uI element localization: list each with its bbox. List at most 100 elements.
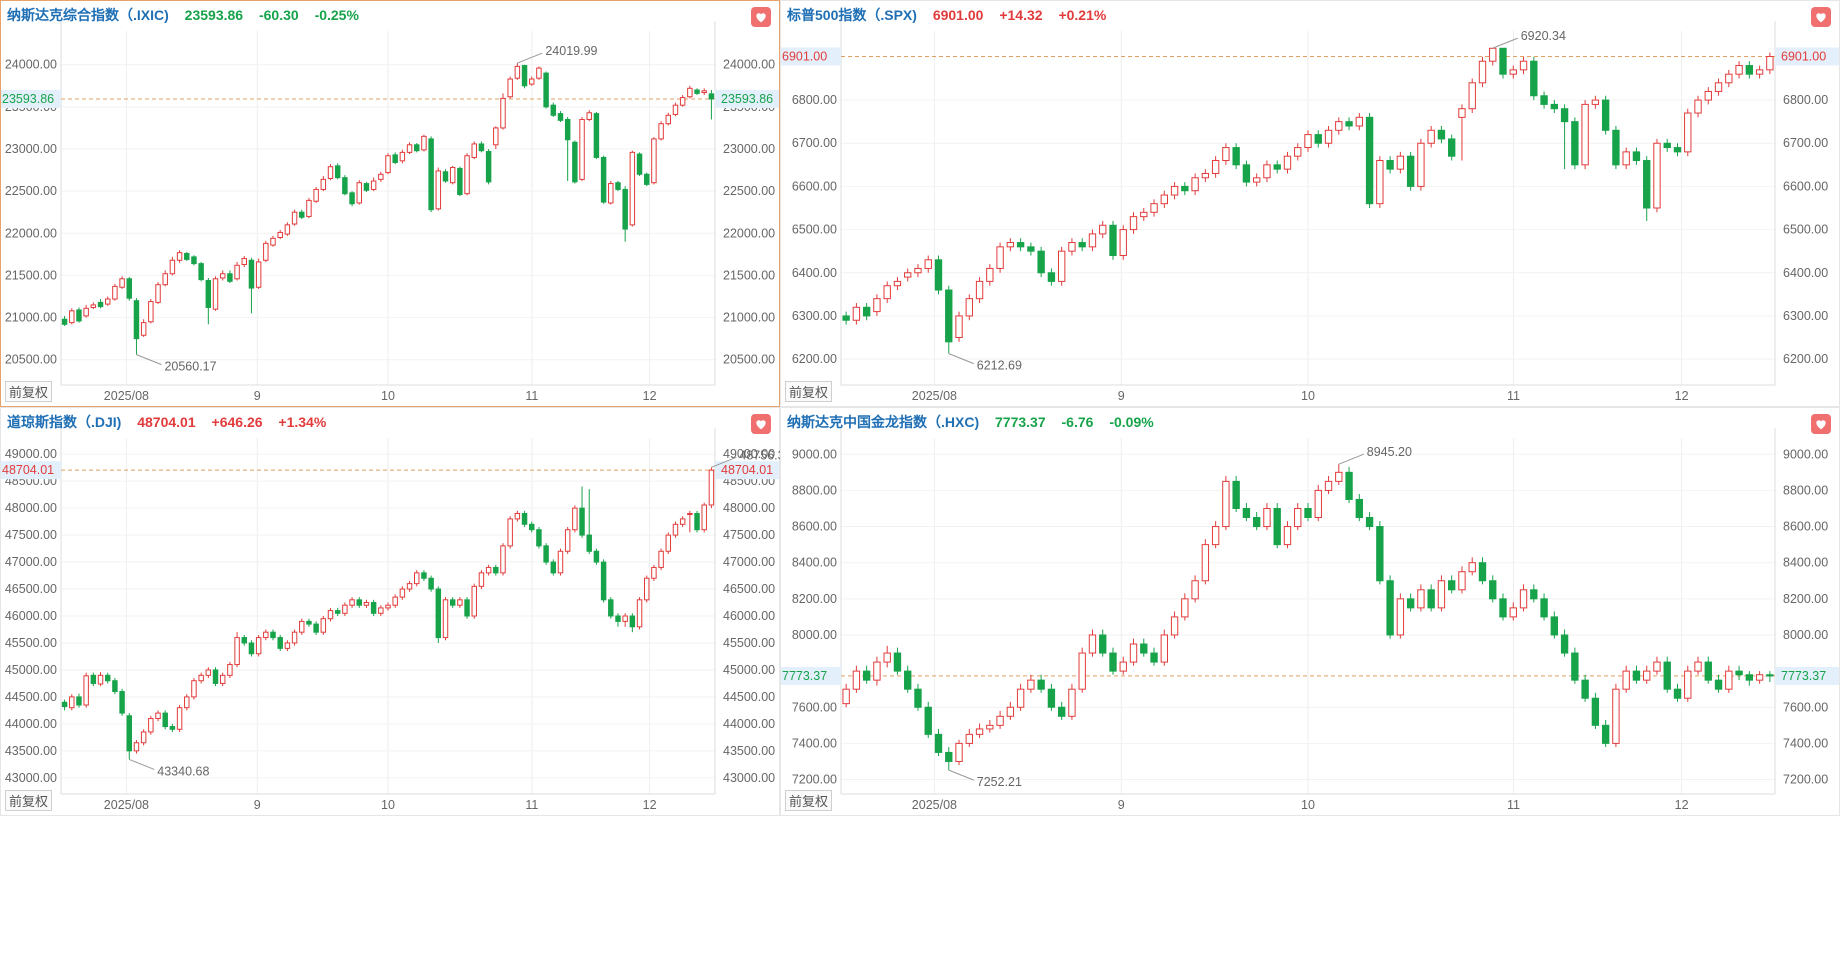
heart-icon[interactable] — [751, 414, 771, 434]
candle — [1745, 61, 1754, 79]
y-tick-label-right: 8600.00 — [1783, 520, 1828, 534]
candle — [679, 95, 686, 107]
candle-body — [370, 180, 377, 190]
candle-body — [169, 259, 176, 275]
index-change: +646.26 — [211, 414, 263, 430]
candle-body — [334, 165, 341, 179]
adjust-mode-button[interactable]: 前复权 — [785, 790, 833, 811]
candle — [1766, 52, 1774, 75]
x-tick-label: 10 — [381, 389, 395, 403]
adjust-mode-button[interactable]: 前复权 — [5, 790, 53, 811]
candle-body — [1673, 688, 1682, 699]
low-leader — [948, 769, 974, 781]
candle — [327, 164, 334, 181]
candle-body — [883, 652, 891, 663]
candle-body — [1140, 211, 1148, 218]
panel-ixic[interactable]: 纳斯达克综合指数（.IXIC) 23593.86 -60.30 -0.25% 2… — [0, 0, 780, 407]
candle — [1684, 108, 1692, 157]
candle-body — [1622, 670, 1630, 690]
candle-body — [615, 182, 621, 190]
candle — [1016, 238, 1025, 252]
candle-body — [1643, 160, 1651, 209]
candle-body — [1345, 121, 1353, 127]
y-tick-label-left: 46000.00 — [5, 609, 57, 623]
candlestick-chart[interactable]: 2025/08 9 10 11 12 6200.00 6200.00 6300.00 6300.… — [781, 1, 1840, 408]
candle-body — [1068, 242, 1076, 252]
candle-body — [904, 670, 912, 690]
candle — [529, 76, 535, 86]
panel-dji[interactable]: 道琼斯指数（.DJI) 48704.01 +646.26 +1.34% 2025… — [0, 407, 781, 817]
index-name[interactable]: 标普500指数（.SPX) — [787, 7, 917, 23]
candle — [69, 308, 75, 325]
candle — [378, 605, 384, 616]
x-tick-label: 9 — [1118, 389, 1125, 403]
candle — [212, 667, 219, 687]
candle-body — [198, 263, 204, 281]
candle — [478, 570, 485, 590]
candle — [464, 597, 470, 619]
panel-header: 纳斯达克综合指数（.IXIC) 23593.86 -60.30 -0.25% — [7, 5, 371, 25]
candle-body — [536, 67, 542, 79]
adjust-mode-button[interactable]: 前复权 — [785, 381, 833, 402]
candle-body — [1047, 688, 1056, 708]
y-tick-label-left: 45000.00 — [5, 663, 57, 677]
heart-icon[interactable] — [1811, 414, 1831, 434]
candle-body — [1047, 272, 1056, 282]
candlestick-chart[interactable]: 2025/08 9 10 11 12 20500.00 20500.00 21000.00 21… — [1, 1, 781, 408]
candle — [514, 63, 521, 80]
candle-body — [385, 604, 391, 609]
candle — [1078, 647, 1086, 693]
candle — [1673, 683, 1682, 702]
candle — [543, 71, 549, 109]
y-tick-label-right: 6800.00 — [1783, 93, 1828, 107]
index-name[interactable]: 纳斯达克综合指数（.IXIC) — [7, 7, 169, 23]
y-tick-label-left: 46500.00 — [5, 582, 57, 596]
candle-body — [342, 604, 348, 614]
candle — [148, 715, 154, 735]
candle-body — [1294, 507, 1302, 528]
index-name[interactable]: 纳斯达克中国金龙指数（.HXC) — [787, 414, 980, 430]
adjust-mode-button[interactable]: 前复权 — [5, 381, 53, 402]
candle — [1345, 466, 1353, 504]
heart-icon[interactable] — [1811, 7, 1831, 27]
candle — [1365, 113, 1374, 208]
candle-body — [1745, 65, 1754, 75]
candle-body — [363, 183, 370, 191]
candlestick-chart[interactable]: 2025/08 9 10 11 12 7200.00 7200.00 7400.00 7400.… — [781, 408, 1840, 817]
low-leader — [948, 353, 974, 365]
candle-body — [112, 680, 118, 693]
panel-hxc[interactable]: 纳斯达克中国金龙指数（.HXC) 7773.37 -6.76 -0.09% 20… — [780, 407, 1840, 816]
index-name[interactable]: 道琼斯指数（.DJI) — [7, 414, 122, 430]
candle-body — [1581, 679, 1589, 699]
high-label: 6920.34 — [1521, 29, 1566, 43]
candle — [672, 102, 679, 117]
candle — [665, 112, 672, 126]
y-tick-label-right: 8200.00 — [1783, 592, 1828, 606]
candle — [392, 594, 398, 608]
candle — [1160, 629, 1168, 666]
candle-body — [485, 151, 492, 183]
candle-body — [651, 138, 657, 184]
y-tick-label-right: 6700.00 — [1783, 136, 1828, 150]
candle — [1273, 503, 1281, 549]
candle — [1643, 156, 1651, 221]
candle — [1252, 512, 1261, 531]
candle — [1201, 539, 1210, 585]
candle — [1519, 56, 1528, 75]
candle — [1181, 593, 1189, 621]
x-tick-label: 2025/08 — [104, 389, 149, 403]
candle-body — [507, 518, 513, 547]
candle — [1427, 125, 1435, 148]
candle-body — [1755, 674, 1764, 681]
candle — [564, 116, 571, 182]
candle — [1160, 190, 1168, 208]
heart-icon[interactable] — [751, 7, 771, 27]
candle — [406, 580, 413, 592]
candle-body — [1242, 507, 1251, 519]
candle-body — [155, 284, 161, 303]
panel-spx[interactable]: 标普500指数（.SPX) 6901.00 +14.32 +0.21% 2025… — [780, 0, 1840, 407]
candle-body — [385, 155, 391, 174]
candlestick-chart[interactable]: 2025/08 9 10 11 12 43000.00 43000.00 43500.00 43… — [1, 408, 781, 817]
candle — [852, 302, 861, 325]
candle-body — [378, 173, 384, 180]
